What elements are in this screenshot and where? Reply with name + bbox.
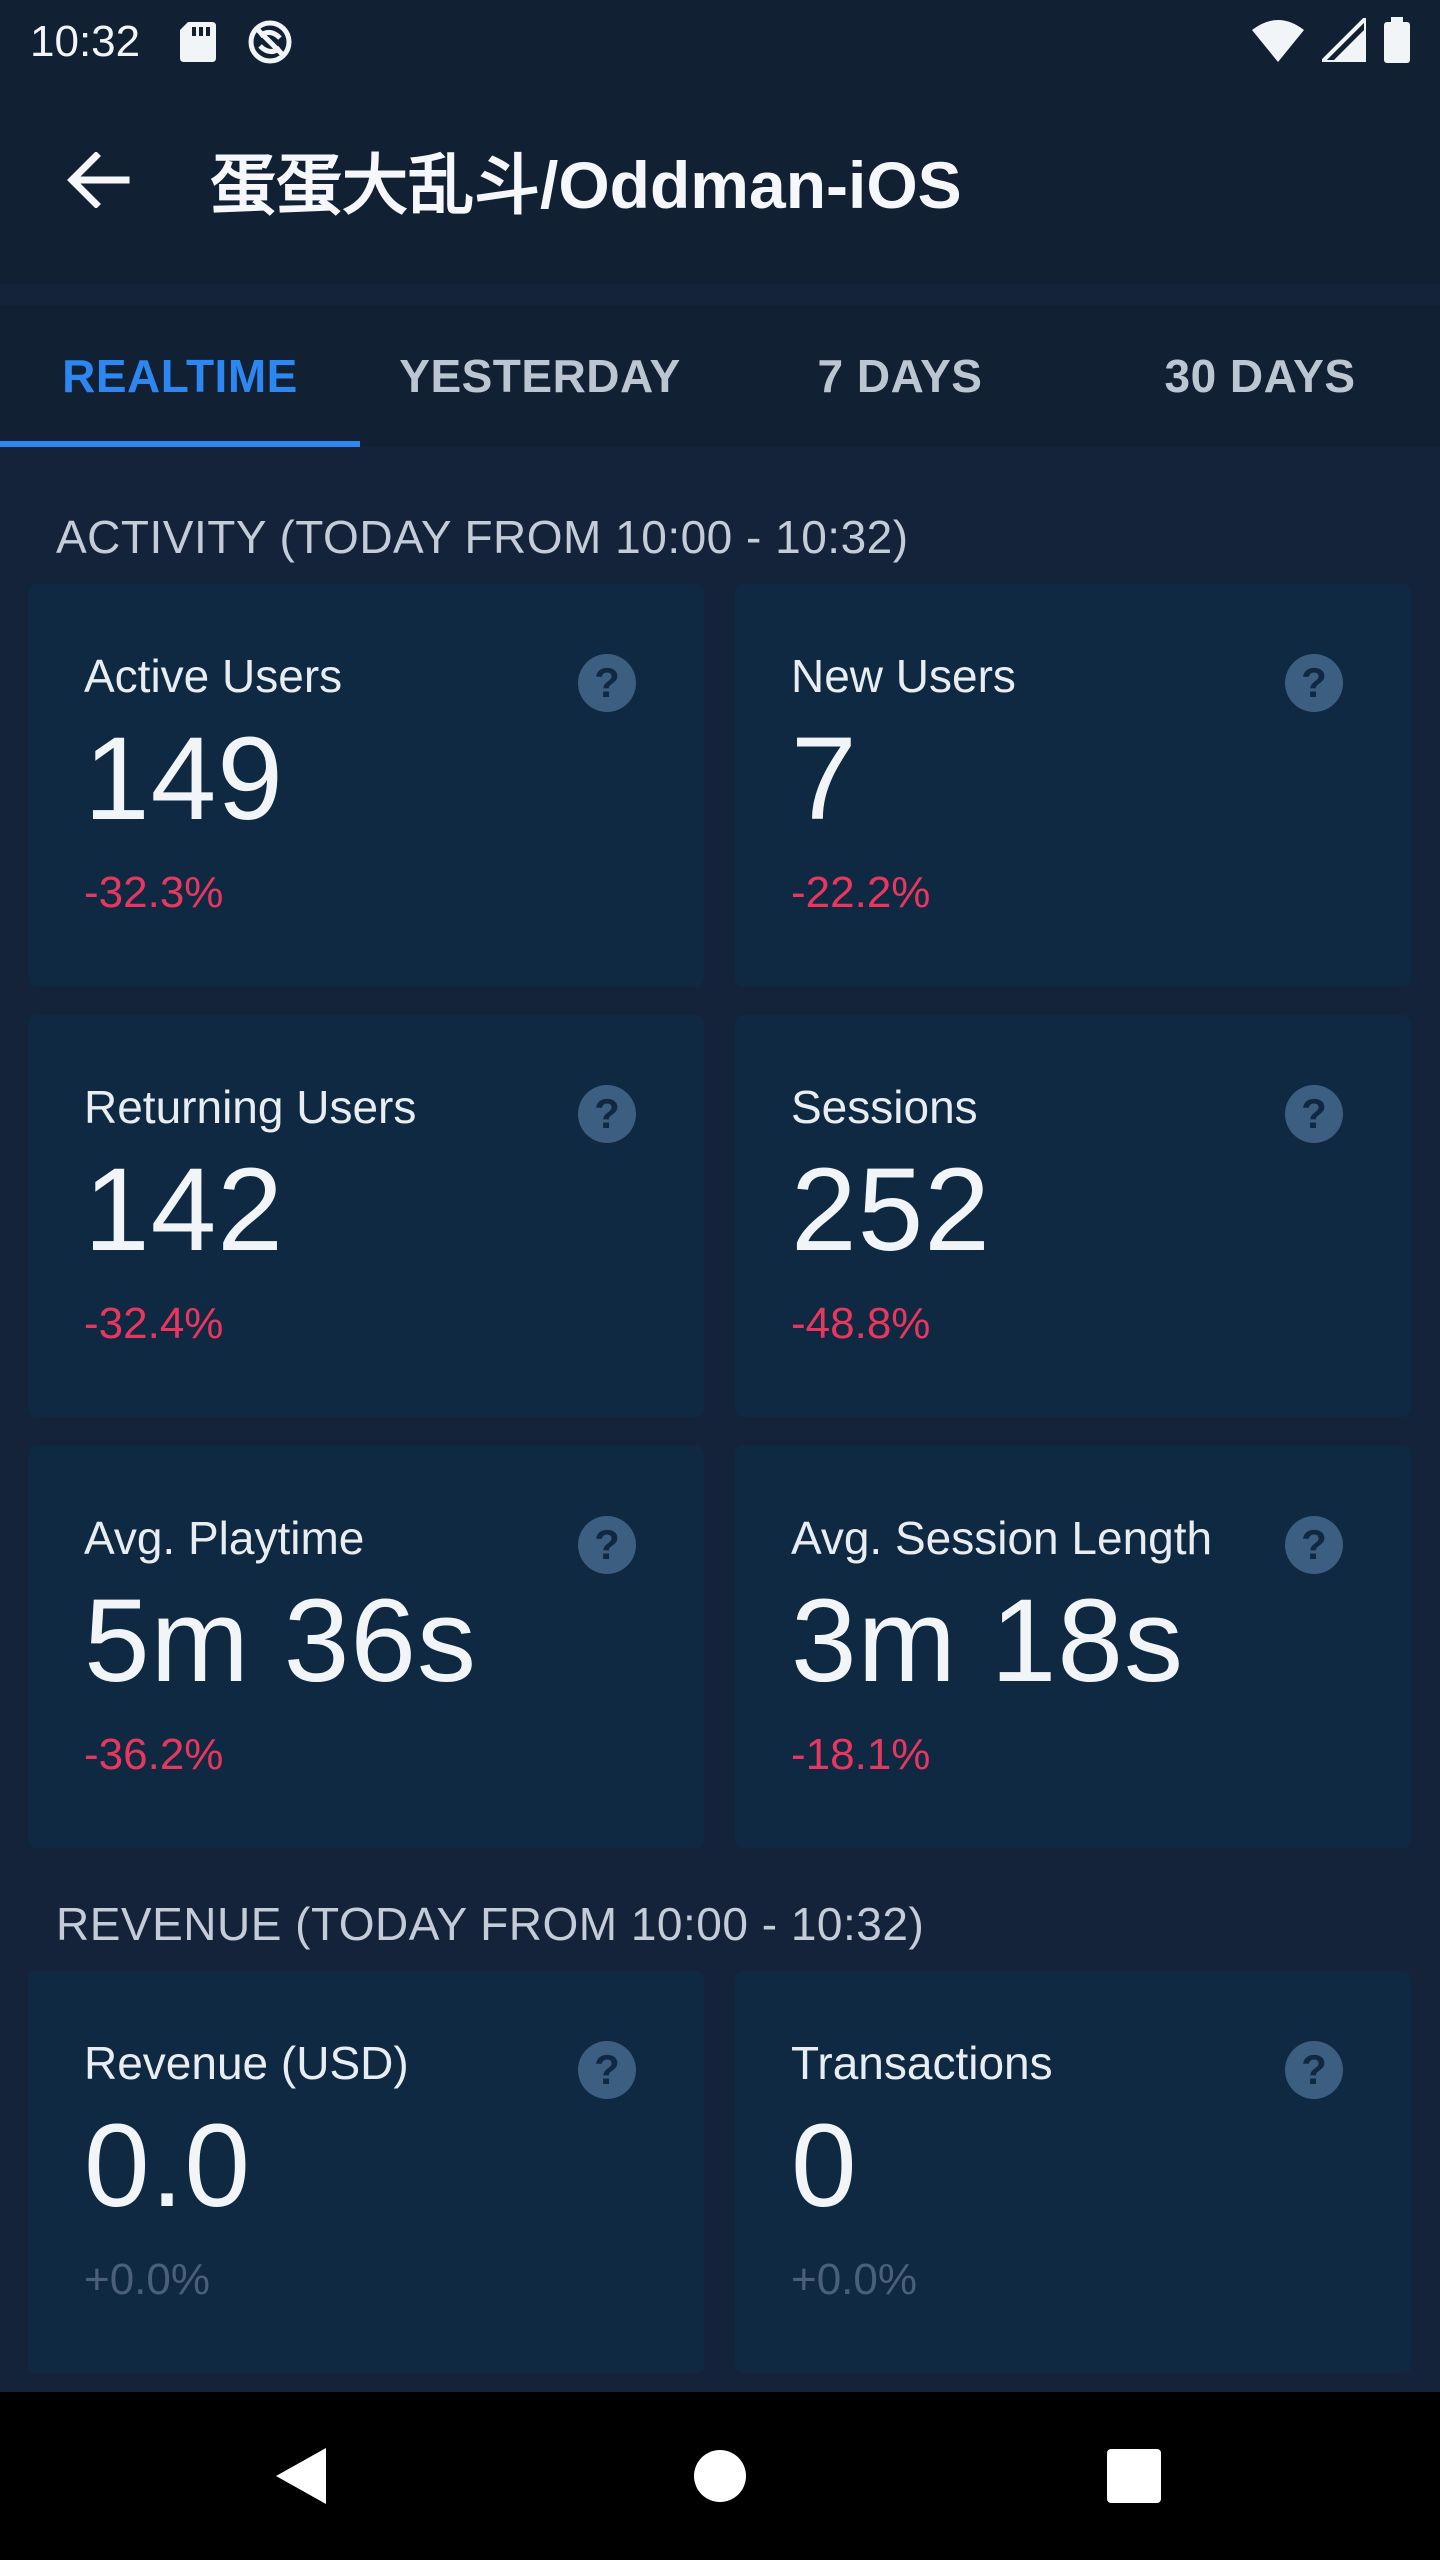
card-value: 252 xyxy=(791,1144,991,1276)
help-icon[interactable]: ? xyxy=(578,654,636,712)
help-icon[interactable]: ? xyxy=(1285,2041,1343,2099)
system-nav-bar xyxy=(0,2392,1440,2560)
activity-section-label: ACTIVITY (TODAY FROM 10:00 - 10:32) xyxy=(56,511,909,563)
card-delta: -32.3% xyxy=(84,868,224,917)
metric-card-avg-session-length: Avg. Session Length 3m 18s -18.1% ? xyxy=(735,1446,1411,1848)
status-bar: 10:32 xyxy=(0,0,1440,84)
metric-card-sessions: Sessions 252 -48.8% ? xyxy=(735,1015,1411,1417)
metric-card-new-users: New Users 7 -22.2% ? xyxy=(735,584,1411,986)
card-delta: +0.0% xyxy=(791,2255,917,2304)
metric-card-returning-users: Returning Users 142 -32.4% ? xyxy=(28,1015,704,1417)
card-title: Transactions xyxy=(791,2037,1053,2089)
card-title: Active Users xyxy=(84,650,343,702)
help-icon[interactable]: ? xyxy=(578,1516,636,1574)
card-delta: -32.4% xyxy=(84,1299,224,1348)
back-triangle-icon xyxy=(276,2448,326,2504)
back-button[interactable] xyxy=(58,140,138,220)
signal-icon xyxy=(1317,12,1368,67)
metric-card-avg-playtime: Avg. Playtime 5m 36s -36.2% ? xyxy=(28,1446,704,1848)
nav-back-button[interactable] xyxy=(260,2436,340,2516)
card-title: Sessions xyxy=(791,1081,978,1133)
card-delta: -36.2% xyxy=(84,1730,224,1779)
card-value: 7 xyxy=(791,713,858,845)
help-icon[interactable]: ? xyxy=(578,1085,636,1143)
metric-card-transactions: Transactions 0 +0.0% ? xyxy=(735,1971,1411,2373)
recents-square-icon xyxy=(1107,2449,1161,2503)
tab-30-days[interactable]: 30 DAYS xyxy=(1164,350,1356,402)
card-value: 0 xyxy=(791,2100,858,2232)
card-title: Returning Users xyxy=(84,1081,417,1133)
battery-icon xyxy=(1384,16,1410,68)
sd-card-icon xyxy=(180,22,217,62)
card-title: New Users xyxy=(791,650,1016,702)
card-value: 149 xyxy=(84,713,284,845)
card-value: 0.0 xyxy=(84,2100,252,2232)
card-title: Avg. Session Length xyxy=(791,1512,1213,1564)
app-bar xyxy=(0,84,1440,284)
help-icon[interactable]: ? xyxy=(1285,654,1343,712)
page-title: 蛋蛋大乱斗/Oddman-iOS xyxy=(210,148,962,222)
tab-yesterday[interactable]: YESTERDAY xyxy=(399,350,681,402)
sync-icon xyxy=(246,18,294,66)
card-title: Avg. Playtime xyxy=(84,1512,365,1564)
metric-card-active-users: Active Users 149 -32.3% ? xyxy=(28,584,704,986)
arrow-left-icon xyxy=(67,152,130,208)
card-value: 5m 36s xyxy=(84,1575,477,1707)
home-circle-icon xyxy=(694,2450,746,2502)
help-icon[interactable]: ? xyxy=(578,2041,636,2099)
tab-7-days[interactable]: 7 DAYS xyxy=(817,350,983,402)
help-icon[interactable]: ? xyxy=(1285,1085,1343,1143)
period-tabs: REALTIME YESTERDAY 7 DAYS 30 DAYS xyxy=(0,305,1440,447)
metric-card-revenue: Revenue (USD) 0.0 +0.0% ? xyxy=(28,1971,704,2373)
tab-realtime[interactable]: REALTIME xyxy=(0,305,360,447)
card-value: 142 xyxy=(84,1144,284,1276)
card-delta: -18.1% xyxy=(791,1730,931,1779)
nav-recents-button[interactable] xyxy=(1094,2436,1174,2516)
card-delta: +0.0% xyxy=(84,2255,210,2304)
card-value: 3m 18s xyxy=(791,1575,1184,1707)
wifi-icon xyxy=(1252,18,1304,67)
revenue-section-label: REVENUE (TODAY FROM 10:00 - 10:32) xyxy=(56,1898,925,1950)
help-icon[interactable]: ? xyxy=(1285,1516,1343,1574)
card-delta: -48.8% xyxy=(791,1299,931,1348)
nav-home-button[interactable] xyxy=(680,2436,760,2516)
card-delta: -22.2% xyxy=(791,868,931,917)
card-title: Revenue (USD) xyxy=(84,2037,409,2089)
status-time: 10:32 xyxy=(30,17,141,66)
